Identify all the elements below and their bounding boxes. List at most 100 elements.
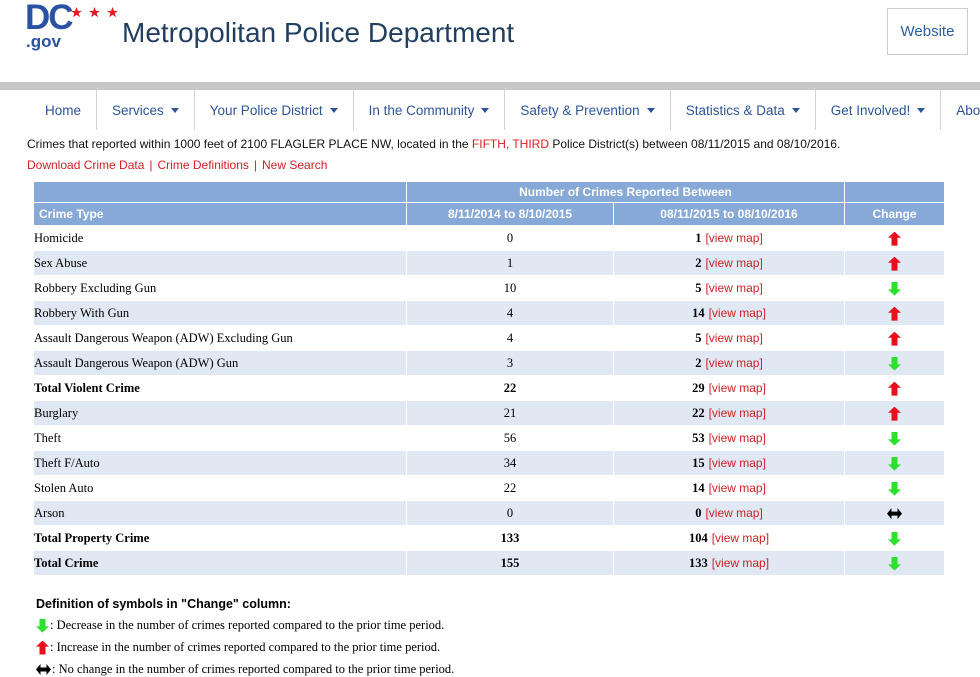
change-none-arrow-icon	[36, 664, 51, 675]
change-cell	[844, 375, 945, 401]
website-button[interactable]: Website	[887, 8, 968, 55]
nav-item-statistics-data[interactable]: Statistics & Data	[669, 90, 815, 130]
prev-count-cell: 34	[406, 450, 614, 476]
nav-item-in-the-community[interactable]: In the Community	[352, 90, 505, 130]
change-up-arrow-icon	[888, 381, 901, 396]
change-cell	[844, 475, 945, 501]
period2-header: 08/11/2015 to 08/10/2016	[613, 202, 845, 226]
change-up-arrow-icon	[888, 256, 901, 271]
view-map-link[interactable]: [view map]	[705, 230, 763, 245]
curr-count-cell: 5 [view map]	[613, 275, 845, 301]
change-down-arrow-icon	[888, 531, 901, 546]
change-up-arrow-icon	[888, 331, 901, 346]
nav-item-safety-prevention[interactable]: Safety & Prevention	[504, 90, 669, 130]
nav-item-home[interactable]: Home	[30, 90, 96, 130]
crime-type-cell: Assault Dangerous Weapon (ADW) Excluding…	[33, 325, 407, 351]
view-map-link[interactable]: [view map]	[708, 455, 766, 470]
curr-count-cell: 104 [view map]	[613, 525, 845, 551]
curr-count-cell: 14 [view map]	[613, 300, 845, 326]
chevron-down-icon	[481, 107, 490, 113]
nav-item-services[interactable]: Services	[96, 90, 194, 130]
prev-count-cell: 56	[406, 425, 614, 451]
crime-type-cell: Robbery Excluding Gun	[33, 275, 407, 301]
main-nav: Home Services Your Police District In th…	[0, 90, 980, 130]
curr-count: 15	[692, 455, 705, 470]
crime-stats-table: Number of Crimes Reported Between Crime …	[33, 181, 945, 576]
nav-item-about-mpdc[interactable]: About MPDC	[940, 90, 980, 130]
table-header-row: Crime Type 8/11/2014 to 8/10/2015 08/11/…	[33, 202, 945, 226]
curr-count: 133	[688, 555, 708, 570]
table-header-group-row: Number of Crimes Reported Between	[33, 181, 945, 203]
crime-type-cell: Total Crime	[33, 550, 407, 576]
view-map-link[interactable]: [view map]	[708, 305, 766, 320]
prev-count-cell: 155	[406, 550, 614, 576]
legend-item-decrease: : Decrease in the number of crimes repor…	[36, 618, 980, 633]
curr-count: 29	[692, 380, 705, 395]
view-map-link[interactable]: [view map]	[705, 355, 763, 370]
chevron-down-icon	[917, 107, 926, 113]
change-cell	[844, 350, 945, 376]
crime-type-cell: Theft F/Auto	[33, 450, 407, 476]
description-text: Police District(s) between 08/11/2015 an…	[549, 137, 841, 151]
prev-count-cell: 4	[406, 300, 614, 326]
prev-count-cell: 22	[406, 475, 614, 501]
table-row: Sex Abuse 1 2 [view map]	[33, 250, 945, 276]
crime-type-cell: Robbery With Gun	[33, 300, 407, 326]
download-crime-data-link[interactable]: Download Crime Data	[27, 158, 145, 172]
curr-count: 14	[692, 480, 705, 495]
view-map-link[interactable]: [view map]	[708, 430, 766, 445]
change-cell	[844, 250, 945, 276]
link-separator: |	[149, 158, 153, 172]
curr-count-cell: 15 [view map]	[613, 450, 845, 476]
change-down-arrow-icon	[888, 556, 901, 571]
crime-definitions-link[interactable]: Crime Definitions	[157, 158, 249, 172]
new-search-link[interactable]: New Search	[262, 158, 328, 172]
nav-item-get-involved[interactable]: Get Involved!	[814, 90, 941, 130]
legend-title: Definition of symbols in "Change" column…	[36, 597, 291, 611]
crime-type-cell: Sex Abuse	[33, 250, 407, 276]
view-map-link[interactable]: [view map]	[708, 405, 766, 420]
results-description: Crimes that reported within 1000 feet of…	[0, 137, 980, 151]
table-row: Burglary 21 22 [view map]	[33, 400, 945, 426]
period1-header: 8/11/2014 to 8/10/2015	[406, 202, 614, 226]
prev-count-cell: 21	[406, 400, 614, 426]
nav-label: Get Involved!	[830, 102, 911, 118]
dc-gov-logo[interactable]: DC .gov	[25, 0, 121, 62]
table-row: Robbery With Gun 4 14 [view map]	[33, 300, 945, 326]
change-none-arrow-icon	[887, 508, 902, 520]
prev-count-cell: 133	[406, 525, 614, 551]
change-up-arrow-icon	[888, 306, 901, 321]
prev-count-cell: 0	[406, 500, 614, 526]
curr-count: 53	[692, 430, 705, 445]
change-cell	[844, 425, 945, 451]
curr-count: 22	[692, 405, 705, 420]
crime-type-header: Crime Type	[33, 202, 407, 226]
dc-flag-stars-icon	[71, 7, 118, 18]
nav-item-your-police-district[interactable]: Your Police District	[193, 90, 353, 130]
view-map-link[interactable]: [view map]	[705, 280, 763, 295]
view-map-link[interactable]: [view map]	[705, 255, 763, 270]
change-up-arrow-icon	[888, 406, 901, 421]
view-map-link[interactable]: [view map]	[708, 480, 766, 495]
view-map-link[interactable]: [view map]	[711, 555, 770, 570]
view-map-link[interactable]: [view map]	[708, 380, 766, 395]
dc-logo-text: DC	[25, 0, 74, 37]
table-row: Theft 56 53 [view map]	[33, 425, 945, 451]
view-map-link[interactable]: [view map]	[705, 505, 763, 520]
change-cell	[844, 275, 945, 301]
legend-text: : Decrease in the number of crimes repor…	[50, 618, 445, 632]
action-links: Download Crime Data | Crime Definitions | Ne…	[0, 158, 980, 172]
empty-header-cell	[33, 181, 407, 203]
view-map-link[interactable]: [view map]	[705, 330, 763, 345]
curr-count-cell: 14 [view map]	[613, 475, 845, 501]
curr-count-cell: 1 [view map]	[613, 225, 845, 251]
curr-count-cell: 29 [view map]	[613, 375, 845, 401]
view-map-link[interactable]: [view map]	[711, 530, 770, 545]
crime-type-cell: Homicide	[33, 225, 407, 251]
nav-label: Home	[45, 102, 82, 118]
curr-count: 14	[692, 305, 705, 320]
table-row: Homicide 0 1 [view map]	[33, 225, 945, 251]
header-divider-bar	[0, 82, 980, 90]
curr-count: 2	[695, 355, 702, 370]
curr-count: 5	[695, 280, 702, 295]
